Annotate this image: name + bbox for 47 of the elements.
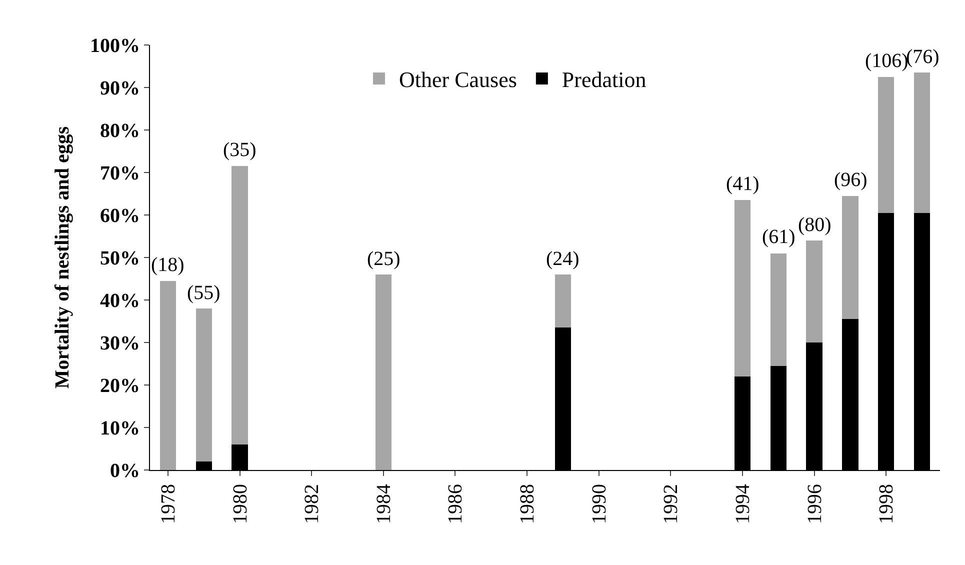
annotation: (96)	[834, 169, 868, 191]
bar	[232, 166, 248, 444]
legend-label: Other Causes	[399, 67, 517, 92]
x-tick-label: 1998	[876, 484, 898, 524]
bar	[878, 76, 894, 213]
y-tick-label: 90%	[100, 78, 140, 100]
x-tick-label: 1996	[804, 484, 826, 524]
x-tick-label: 1982	[301, 484, 324, 524]
y-tick-label: 0%	[110, 460, 140, 482]
y-tick-label: 80%	[100, 120, 140, 142]
annotation: (41)	[726, 173, 760, 195]
bar	[554, 274, 572, 328]
y-tick-label: 10%	[100, 418, 140, 440]
y-tick-label: 30%	[100, 332, 140, 354]
bar	[806, 240, 822, 342]
x-tick-label: 1992	[660, 484, 682, 524]
bar	[196, 308, 212, 462]
annotation: (18)	[151, 254, 184, 276]
annotation: (35)	[223, 139, 256, 161]
bar	[734, 200, 751, 376]
annotation: (76)	[906, 46, 940, 68]
bar	[914, 72, 930, 213]
annotation: (25)	[367, 248, 400, 270]
bar	[842, 196, 858, 320]
y-tick-label: 20%	[100, 375, 140, 397]
y-axis-title: Mortality of nestlings and eggs	[52, 126, 74, 389]
x-tick-label: 1978	[157, 484, 180, 524]
annotation: (55)	[187, 282, 220, 304]
x-tick-label: 1994	[732, 484, 754, 524]
legend-label: Predation	[562, 67, 646, 92]
bar	[375, 274, 392, 470]
x-tick-label: 1986	[444, 484, 467, 524]
annotation: (80)	[798, 214, 832, 236]
x-tick-label: 1990	[588, 484, 610, 524]
y-tick-label: 70%	[100, 162, 140, 184]
bar	[160, 280, 176, 470]
y-tick-label: 60%	[100, 205, 140, 227]
annotation: (106)	[865, 50, 908, 72]
bar	[770, 253, 786, 366]
annotation: (61)	[762, 226, 796, 248]
x-tick-label: 1988	[516, 484, 539, 524]
x-tick-label: 1980	[229, 484, 252, 524]
x-tick-label: 1984	[372, 484, 395, 524]
y-tick-label: 100%	[90, 35, 140, 57]
y-tick-label: 50%	[100, 248, 140, 270]
annotation: (24)	[546, 248, 580, 270]
y-tick-label: 40%	[100, 290, 140, 312]
